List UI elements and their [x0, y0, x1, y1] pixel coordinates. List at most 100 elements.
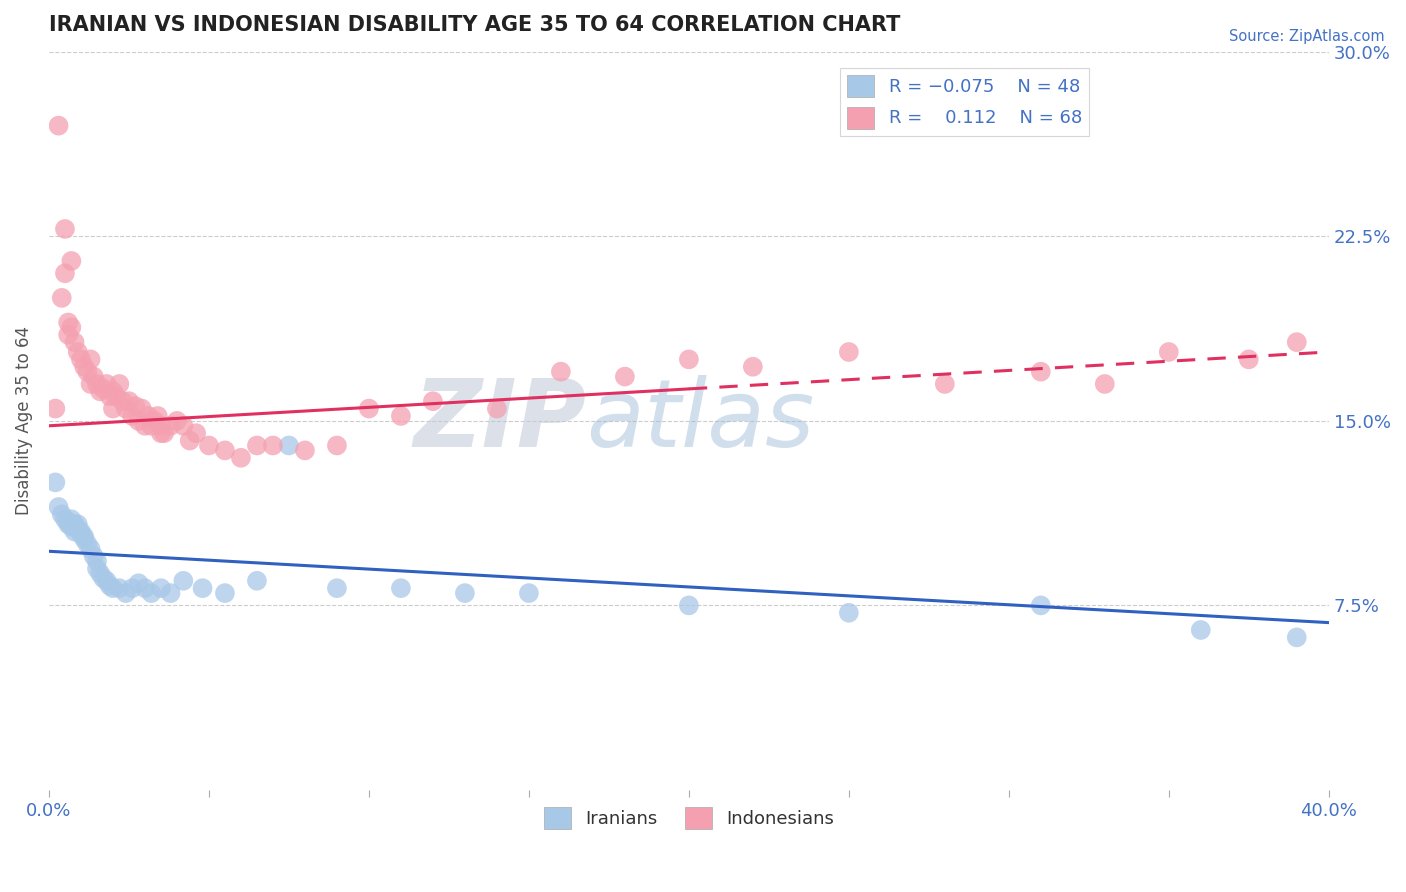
Point	[51, 291, 73, 305]
Point	[56, 517, 79, 532]
Point	[44, 401, 66, 416]
Point	[114, 586, 136, 600]
Point	[108, 581, 131, 595]
Point	[741, 359, 763, 374]
Point	[83, 369, 105, 384]
Point	[141, 418, 163, 433]
Point	[83, 549, 105, 564]
Point	[198, 438, 221, 452]
Point	[153, 426, 176, 441]
Point	[143, 414, 166, 428]
Point	[101, 581, 124, 595]
Point	[485, 401, 508, 416]
Point	[70, 524, 93, 539]
Point	[53, 222, 76, 236]
Point	[60, 320, 83, 334]
Point	[262, 438, 284, 452]
Point	[96, 376, 118, 391]
Point	[179, 434, 201, 448]
Point	[89, 384, 111, 399]
Y-axis label: Disability Age 35 to 64: Disability Age 35 to 64	[15, 326, 32, 516]
Point	[934, 376, 956, 391]
Point	[86, 554, 108, 568]
Point	[89, 566, 111, 581]
Point	[111, 394, 134, 409]
Point	[98, 389, 121, 403]
Point	[56, 327, 79, 342]
Text: atlas: atlas	[586, 376, 814, 467]
Point	[229, 450, 252, 465]
Point	[517, 586, 540, 600]
Point	[149, 418, 172, 433]
Point	[101, 384, 124, 399]
Point	[44, 475, 66, 490]
Point	[53, 512, 76, 526]
Point	[1285, 631, 1308, 645]
Point	[389, 581, 412, 595]
Point	[76, 365, 98, 379]
Point	[326, 438, 349, 452]
Point	[66, 517, 89, 532]
Point	[613, 369, 636, 384]
Point	[108, 376, 131, 391]
Point	[246, 438, 269, 452]
Legend: Iranians, Indonesians: Iranians, Indonesians	[537, 800, 841, 836]
Text: IRANIAN VS INDONESIAN DISABILITY AGE 35 TO 64 CORRELATION CHART: IRANIAN VS INDONESIAN DISABILITY AGE 35 …	[49, 15, 900, 35]
Point	[389, 409, 412, 423]
Point	[63, 517, 86, 532]
Point	[136, 409, 159, 423]
Point	[73, 359, 96, 374]
Point	[48, 500, 70, 514]
Point	[79, 352, 101, 367]
Point	[93, 382, 115, 396]
Point	[1157, 345, 1180, 359]
Point	[56, 316, 79, 330]
Point	[134, 418, 156, 433]
Point	[93, 571, 115, 585]
Point	[550, 365, 572, 379]
Point	[678, 352, 700, 367]
Point	[51, 508, 73, 522]
Point	[454, 586, 477, 600]
Point	[76, 537, 98, 551]
Point	[172, 574, 194, 588]
Point	[1029, 365, 1052, 379]
Point	[838, 606, 860, 620]
Text: Source: ZipAtlas.com: Source: ZipAtlas.com	[1229, 29, 1385, 44]
Point	[105, 389, 128, 403]
Point	[1029, 599, 1052, 613]
Point	[146, 409, 169, 423]
Point	[121, 581, 143, 595]
Point	[60, 519, 83, 533]
Point	[172, 418, 194, 433]
Point	[86, 376, 108, 391]
Point	[159, 418, 181, 433]
Point	[56, 515, 79, 529]
Point	[838, 345, 860, 359]
Point	[86, 561, 108, 575]
Point	[294, 443, 316, 458]
Point	[214, 443, 236, 458]
Point	[48, 119, 70, 133]
Point	[678, 599, 700, 613]
Point	[96, 574, 118, 588]
Point	[1237, 352, 1260, 367]
Point	[191, 581, 214, 595]
Point	[121, 409, 143, 423]
Point	[278, 438, 301, 452]
Text: ZIP: ZIP	[413, 375, 586, 467]
Point	[1285, 335, 1308, 350]
Point	[159, 586, 181, 600]
Point	[149, 581, 172, 595]
Point	[60, 254, 83, 268]
Point	[422, 394, 444, 409]
Point	[60, 512, 83, 526]
Point	[141, 586, 163, 600]
Point	[124, 399, 146, 413]
Point	[128, 576, 150, 591]
Point	[131, 401, 153, 416]
Point	[357, 401, 380, 416]
Point	[63, 335, 86, 350]
Point	[79, 376, 101, 391]
Point	[149, 426, 172, 441]
